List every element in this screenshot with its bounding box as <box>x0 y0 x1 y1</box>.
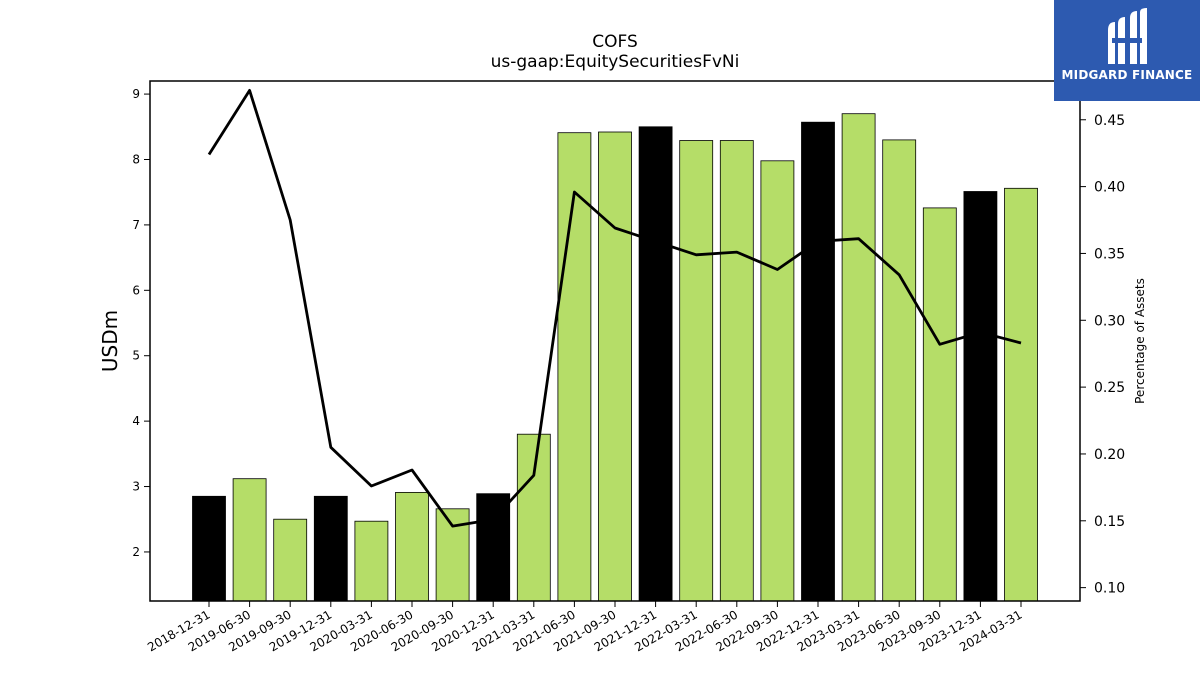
midgard-logo-icon <box>1108 8 1147 64</box>
y-tick-label: 4 <box>132 414 140 428</box>
bar <box>354 520 389 602</box>
y-tick-label: 9 <box>132 87 140 101</box>
y2-tick-label: 0.35 <box>1094 246 1125 262</box>
left-axis: 2 3 4 5 6 7 8 9 <box>132 87 150 559</box>
bar <box>313 495 348 602</box>
y2-tick-label: 0.30 <box>1094 313 1125 329</box>
x-axis: 2018-12-312019-06-302019-09-302019-12-31… <box>145 601 1025 654</box>
y-axis-label: USDm <box>98 310 122 372</box>
bar <box>638 126 673 602</box>
bar <box>760 160 795 602</box>
bar <box>273 518 308 602</box>
bar <box>476 493 511 602</box>
y-tick-label: 3 <box>132 480 140 494</box>
pct-assets-line <box>207 89 1022 528</box>
y2-tick-label: 0.10 <box>1094 581 1125 597</box>
bar <box>598 131 632 602</box>
bar <box>963 191 998 602</box>
y2-tick-label: 0.25 <box>1094 380 1125 396</box>
bar <box>801 121 835 602</box>
bar <box>719 140 754 602</box>
chart-title: COFS <box>592 32 638 52</box>
brand-name: MIDGARD FINANCE <box>1061 68 1193 82</box>
bar <box>557 132 592 602</box>
y-tick-label: 7 <box>132 218 140 232</box>
bars-layer <box>192 113 1038 602</box>
right-axis: 0.10 0.15 0.20 0.25 0.30 0.35 0.40 0.45 <box>1080 113 1125 597</box>
bar <box>922 207 957 602</box>
y2-tick-label: 0.15 <box>1094 514 1125 530</box>
y2-tick-label: 0.40 <box>1094 180 1125 196</box>
y-tick-label: 6 <box>132 283 140 297</box>
bar <box>232 478 267 602</box>
y2-tick-label: 0.45 <box>1094 113 1125 129</box>
chart-subtitle: us-gaap:EquitySecuritiesFvNi <box>490 52 740 72</box>
bar <box>192 495 226 602</box>
y2-tick-label: 0.20 <box>1094 447 1125 463</box>
y-tick-label: 2 <box>132 545 140 559</box>
brand-logo: MIDGARD FINANCE <box>1054 0 1200 101</box>
y-tick-label: 5 <box>132 349 140 363</box>
bar <box>395 491 429 602</box>
bar <box>435 508 470 602</box>
line-layer <box>207 89 1022 528</box>
bar <box>841 113 876 602</box>
y-tick-label: 8 <box>132 152 140 166</box>
bar <box>882 139 917 602</box>
bar <box>516 433 551 602</box>
y2-axis-label: Percentage of Assets <box>1133 278 1147 404</box>
bar <box>679 140 714 602</box>
bar <box>1004 187 1038 602</box>
